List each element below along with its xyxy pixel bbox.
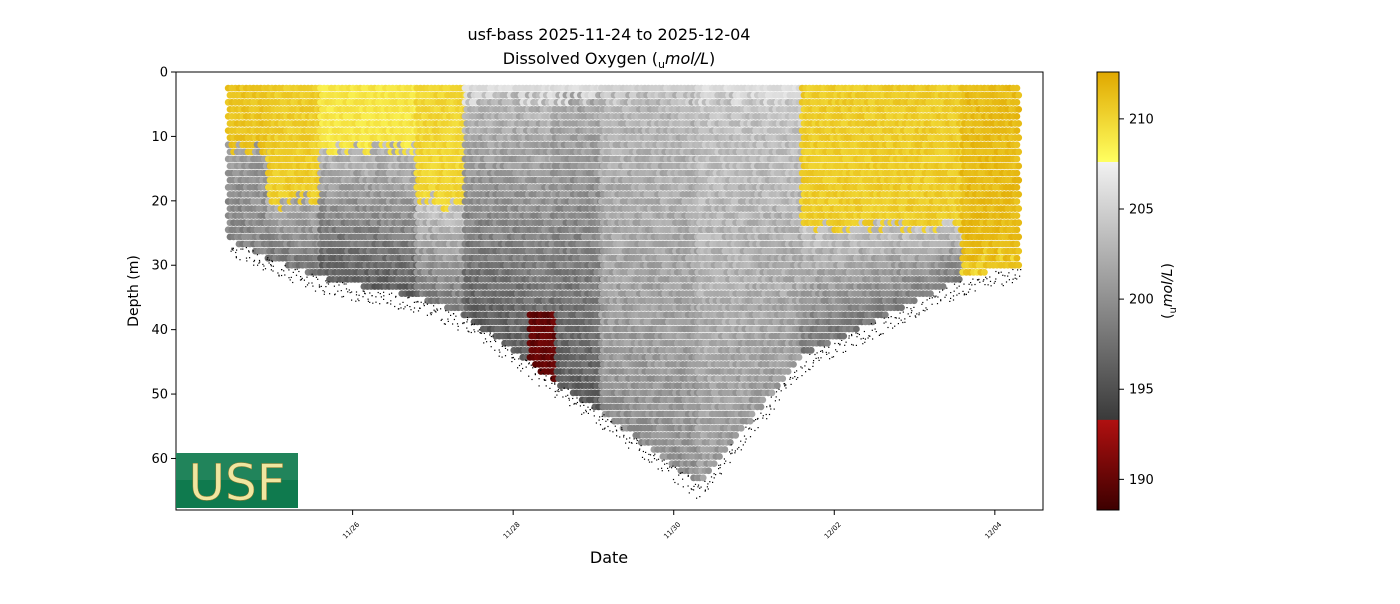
subtitle-suffix: ) [709, 49, 715, 68]
subtitle-subscript: u [658, 58, 665, 71]
chart-subtitle: Dissolved Oxygen (umol/L) [503, 49, 716, 71]
chart-title: usf-bass 2025-11-24 to 2025-12-04 [468, 25, 751, 44]
data-points [224, 84, 1023, 482]
data-point [699, 474, 707, 482]
subtitle-unit: mol/L [665, 49, 709, 68]
subtitle-prefix: Dissolved Oxygen ( [503, 49, 658, 68]
plot-area [175, 71, 1044, 511]
